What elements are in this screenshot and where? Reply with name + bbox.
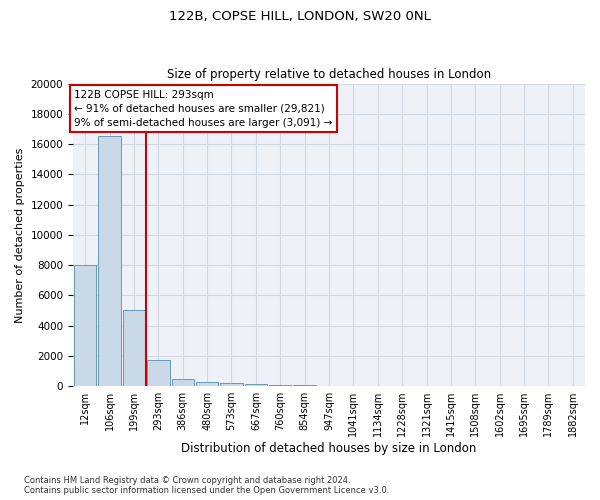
Bar [74,265,97,386]
Bar [220,384,243,386]
Text: 122B, COPSE HILL, LONDON, SW20 0NL: 122B, COPSE HILL, LONDON, SW20 0NL [169,10,431,23]
Bar [196,382,218,386]
Bar [269,384,292,386]
X-axis label: Distribution of detached houses by size in London: Distribution of detached houses by size … [181,442,477,455]
Bar [245,384,267,386]
Bar [172,379,194,386]
Text: Contains HM Land Registry data © Crown copyright and database right 2024.
Contai: Contains HM Land Registry data © Crown c… [24,476,389,495]
Bar [293,385,316,386]
Y-axis label: Number of detached properties: Number of detached properties [15,147,25,322]
Text: 122B COPSE HILL: 293sqm
← 91% of detached houses are smaller (29,821)
9% of semi: 122B COPSE HILL: 293sqm ← 91% of detache… [74,90,332,128]
Bar [123,310,145,386]
Bar [98,136,121,386]
Title: Size of property relative to detached houses in London: Size of property relative to detached ho… [167,68,491,81]
Bar [147,360,170,386]
